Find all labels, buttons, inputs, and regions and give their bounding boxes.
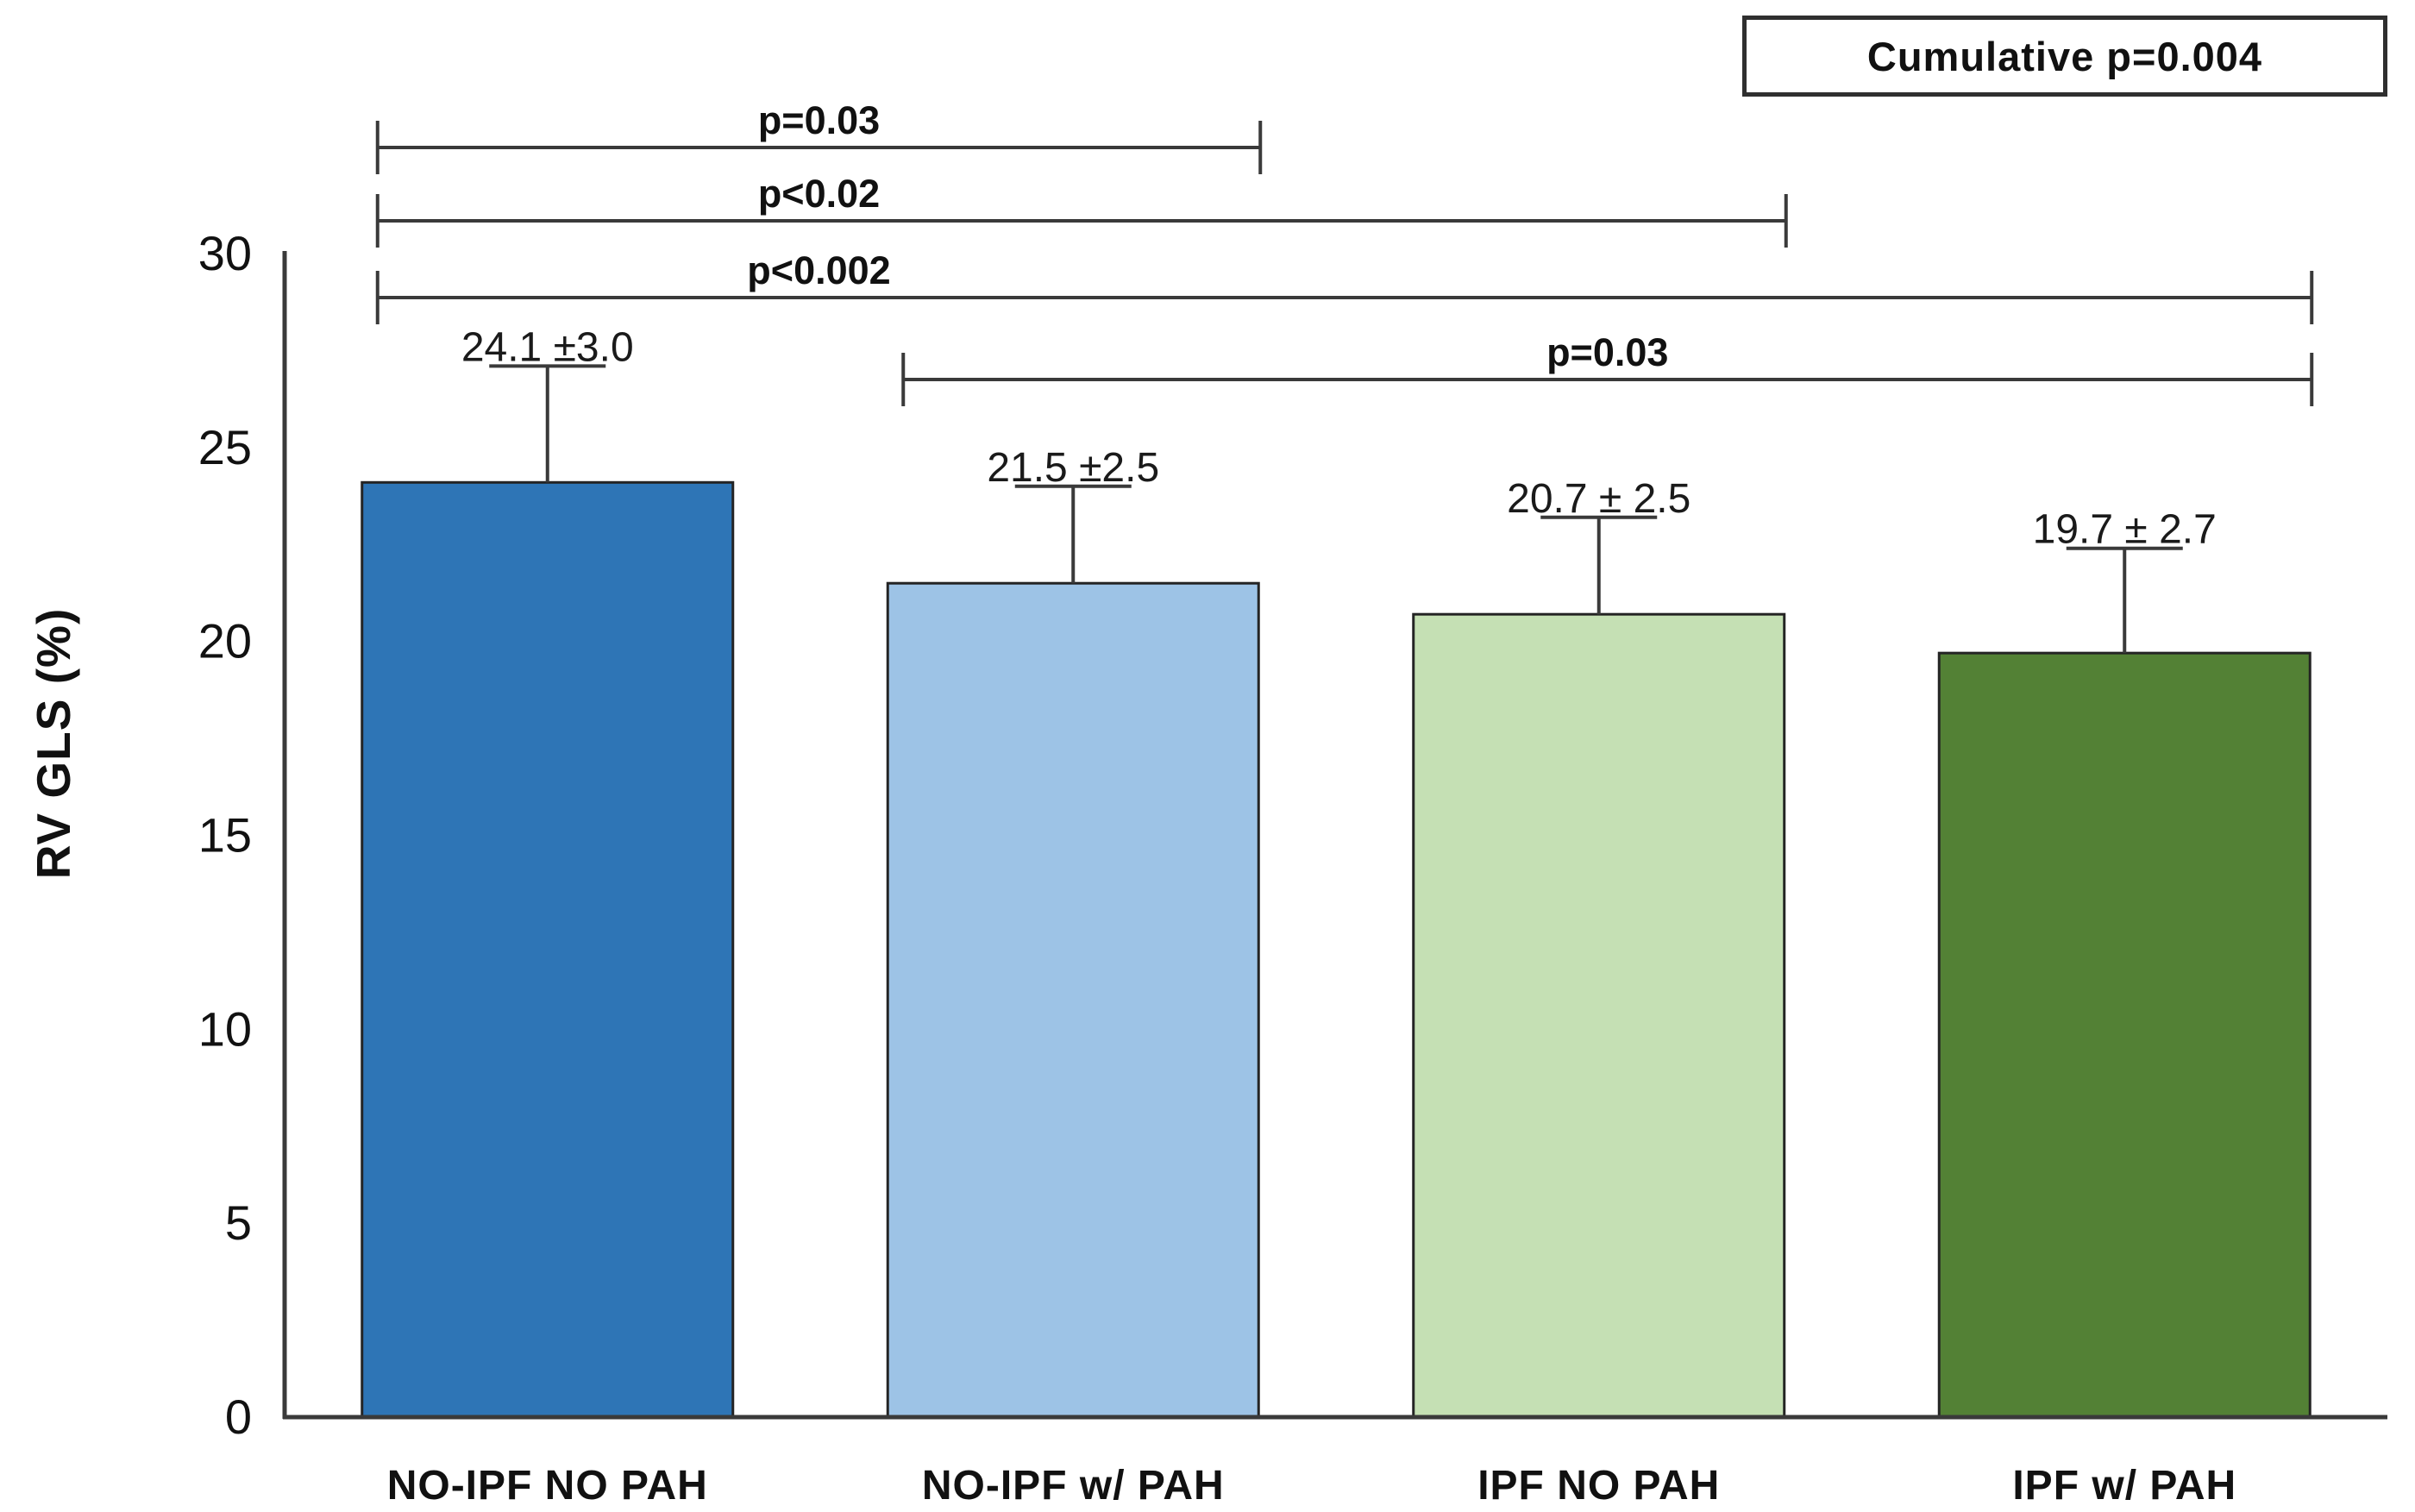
bar (1937, 651, 2312, 1419)
y-tick-label: 15 (198, 808, 252, 863)
bar-value-label: 20.7 ± 2.5 (1507, 476, 1690, 522)
bar-value-label: 19.7 ± 2.7 (2033, 507, 2217, 553)
category-label: IPF NO PAH (1477, 1463, 1720, 1509)
bar-value-label: 24.1 ±3.0 (461, 324, 634, 370)
bracket-p-value-label: p<0.02 (758, 172, 880, 216)
category-label: NO-IPF w/ PAH (922, 1463, 1225, 1509)
bracket-p-value-label: p<0.002 (747, 248, 890, 292)
category-label: IPF w/ PAH (2012, 1463, 2236, 1509)
cumulative-p-annotation-box: Cumulative p=0.004 (1742, 16, 2387, 97)
cumulative-p-text: Cumulative p=0.004 (1866, 33, 2263, 79)
y-tick-label: 20 (198, 614, 252, 668)
bar (886, 581, 1260, 1419)
bar-value-label: 21.5 ±2.5 (987, 445, 1159, 491)
bar (1412, 612, 1786, 1419)
y-tick-label: 5 (225, 1195, 252, 1250)
bracket-p-value-label: p=0.03 (758, 98, 880, 142)
bar (361, 480, 735, 1419)
bracket-p-value-label: p=0.03 (1546, 330, 1668, 374)
y-tick-label: 0 (225, 1390, 252, 1444)
y-tick-label: 25 (198, 420, 252, 474)
category-label: NO-IPF NO PAH (387, 1463, 708, 1509)
y-tick-label: 30 (198, 226, 252, 280)
y-tick-label: 10 (198, 1001, 252, 1056)
